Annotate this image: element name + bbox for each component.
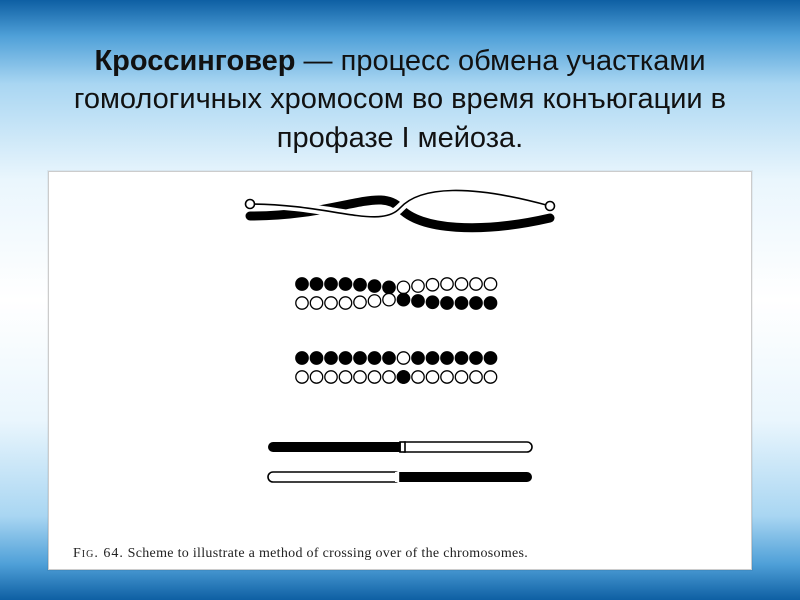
slide-title: Кроссинговер — процесс обмена участками … [48,42,752,157]
title-term: Кроссинговер [94,45,295,77]
crossing-over-diagram [190,172,610,502]
slide: Кроссинговер — процесс обмена участками … [0,0,800,600]
figure-frame: Fig. 64. Scheme to illustrate a method o… [48,171,752,570]
caption-label: Fig. 64. [73,546,124,561]
figure-caption: Fig. 64. Scheme to illustrate a method o… [49,545,751,563]
caption-body: Scheme to illustrate a method of crossin… [128,546,528,561]
